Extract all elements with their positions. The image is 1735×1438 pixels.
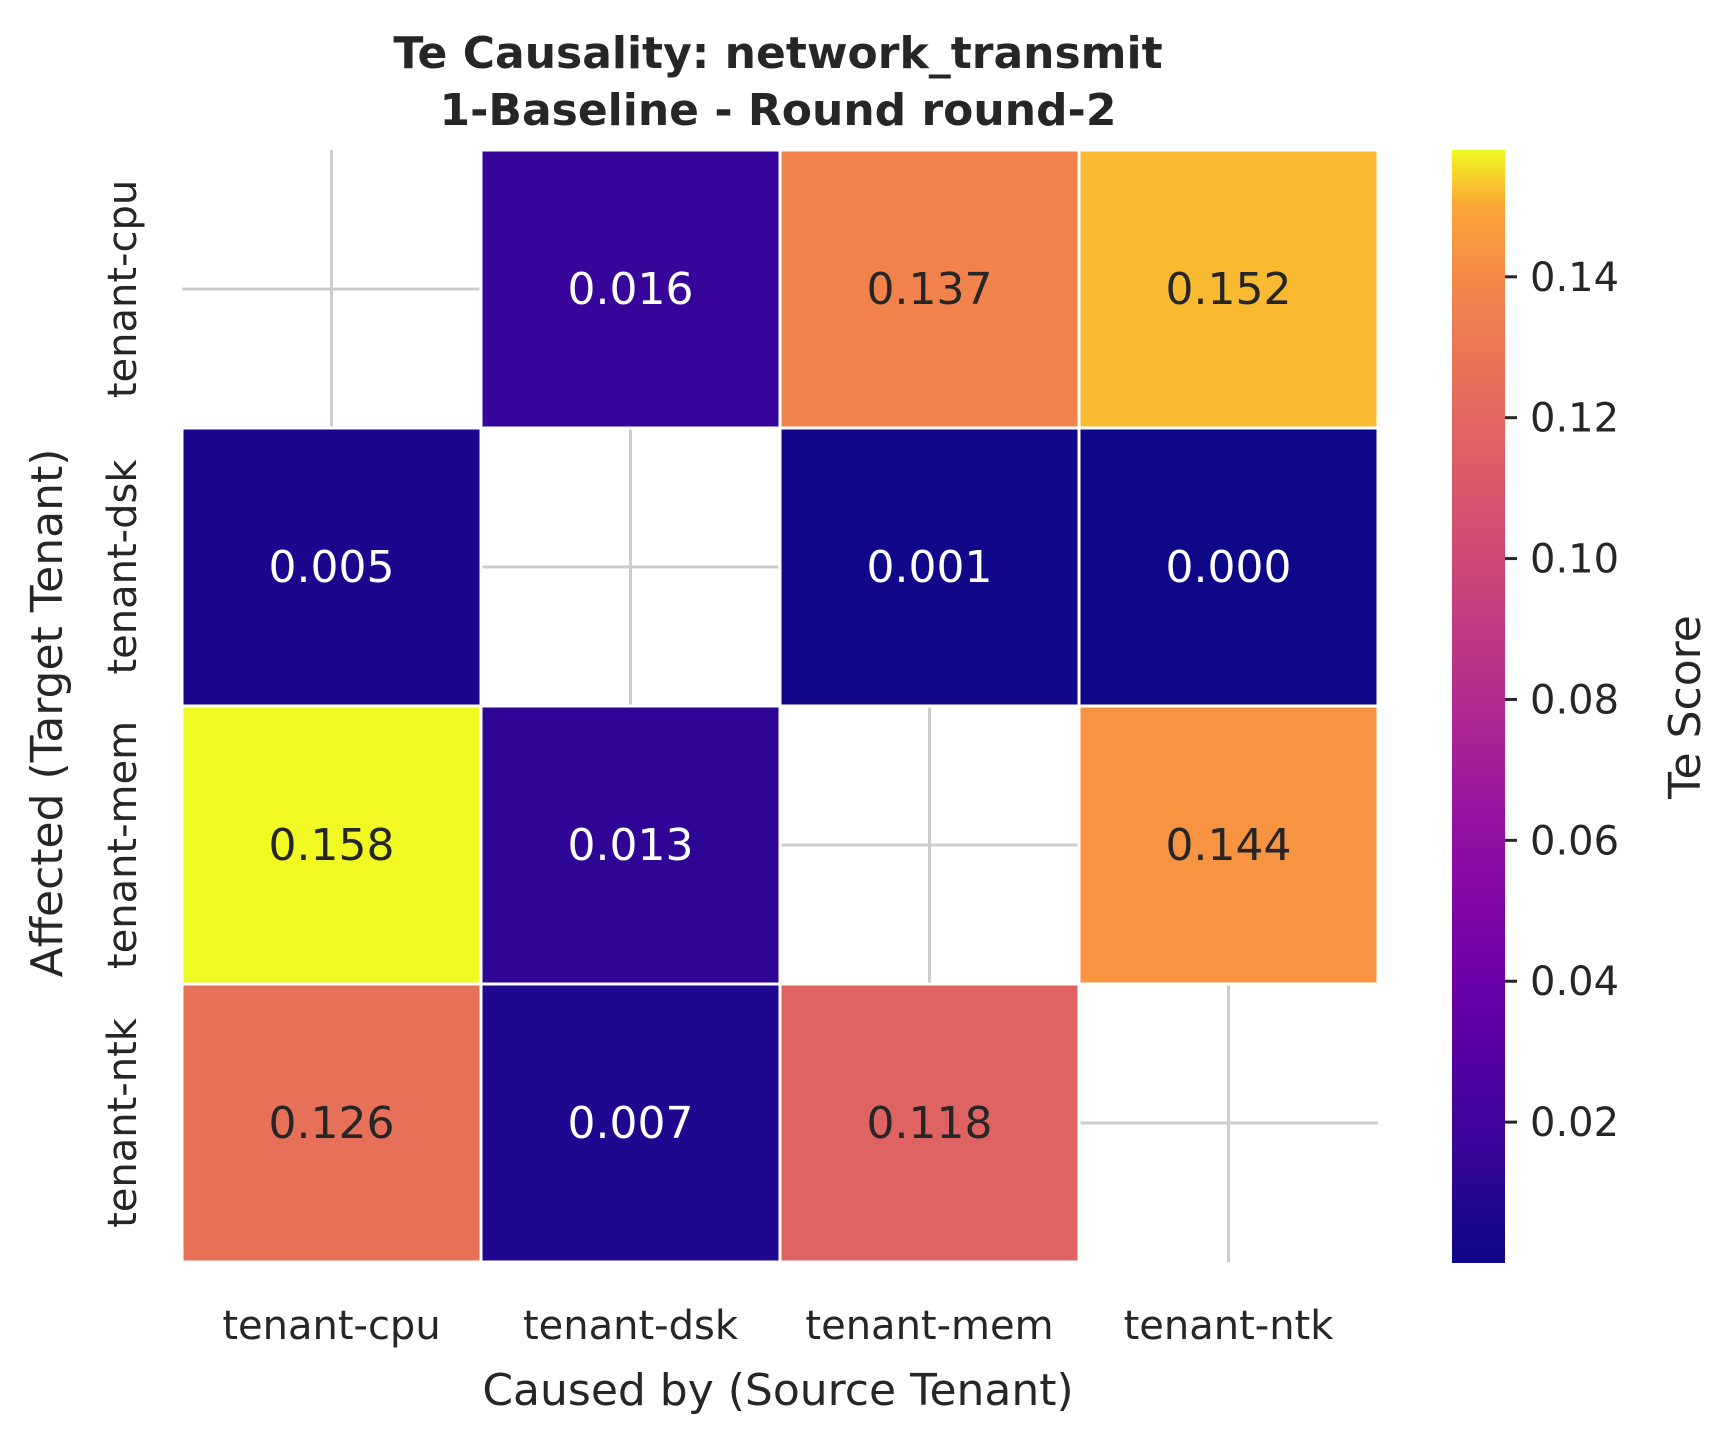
colorbar-tick-label: 0.08 (1530, 677, 1619, 723)
cell-value-label: 0.016 (568, 264, 694, 315)
heatmap-cell (778, 148, 1081, 430)
heatmap-cells (180, 148, 1380, 1264)
colorbar-tick-label: 0.04 (1530, 959, 1619, 1005)
colorbar-ticks: 0.02 0.04 0.06 0.08 0.10 0.12 0.14 (1505, 255, 1619, 1146)
y-tick-label: tenant-mem (100, 721, 146, 969)
x-tick-label: tenant-ntk (1124, 1303, 1335, 1349)
cell-value-label: 0.152 (1166, 264, 1292, 315)
heatmap-cell (1077, 148, 1380, 430)
colorbar-tick-label: 0.12 (1530, 396, 1619, 442)
cell-value-label: 0.005 (269, 542, 395, 593)
cell-value-label: 0.137 (867, 264, 993, 315)
x-axis-label: Caused by (Source Tenant) (482, 1365, 1073, 1416)
heatmap-cell (180, 426, 483, 708)
cell-value-label: 0.126 (269, 1098, 395, 1149)
heatmap-cell (1077, 704, 1380, 986)
cell-value-label: 0.007 (568, 1098, 694, 1149)
cell-value-labels: 0.016 0.137 0.152 0.005 0.001 0.000 0.158 0.013… (269, 264, 1292, 1149)
heatmap-cell (479, 704, 782, 986)
colorbar-tick-label: 0.14 (1530, 255, 1619, 301)
x-tick-labels: tenant-cpu tenant-dsk tenant-mem tenant-ntk (222, 1303, 1334, 1349)
colorbar-label: Te Score (1660, 615, 1711, 800)
y-tick-label: tenant-cpu (100, 180, 146, 398)
cell-value-label: 0.000 (1166, 542, 1292, 593)
chart-title-line-1: Te Causality: network_transmit (393, 28, 1162, 79)
y-tick-label: tenant-ntk (100, 1017, 146, 1228)
heatmap-cell (479, 982, 782, 1264)
chart-title: Te Causality: network_transmit 1-Baselin… (393, 28, 1162, 136)
cell-value-label: 0.013 (568, 820, 694, 871)
x-tick-label: tenant-dsk (523, 1303, 739, 1349)
y-tick-labels: tenant-cpu tenant-dsk tenant-mem tenant-ntk (100, 180, 146, 1228)
x-tick-label: tenant-mem (805, 1303, 1053, 1349)
colorbar-tick-label: 0.02 (1530, 1100, 1619, 1146)
heatmap-cell (479, 148, 782, 430)
heatmap-cell (1077, 426, 1380, 708)
cell-value-label: 0.118 (867, 1098, 993, 1149)
heatmap-cell (778, 982, 1081, 1264)
y-tick-label: tenant-dsk (100, 459, 146, 675)
x-tick-label: tenant-cpu (222, 1303, 440, 1349)
cell-value-label: 0.144 (1166, 820, 1292, 871)
y-axis-label: Affected (Target Tenant) (22, 449, 73, 978)
colorbar-tick-label: 0.10 (1530, 537, 1619, 583)
colorbar-gradient (1452, 150, 1505, 1263)
chart-title-line-2: 1-Baseline - Round round-2 (440, 85, 1117, 136)
colorbar-tick-label: 0.06 (1530, 818, 1619, 864)
heatmap-cell (180, 704, 483, 986)
colorbar: 0.02 0.04 0.06 0.08 0.10 0.12 0.14 Te Score (1452, 150, 1711, 1263)
cell-value-label: 0.001 (867, 542, 993, 593)
cell-value-label: 0.158 (269, 820, 395, 871)
